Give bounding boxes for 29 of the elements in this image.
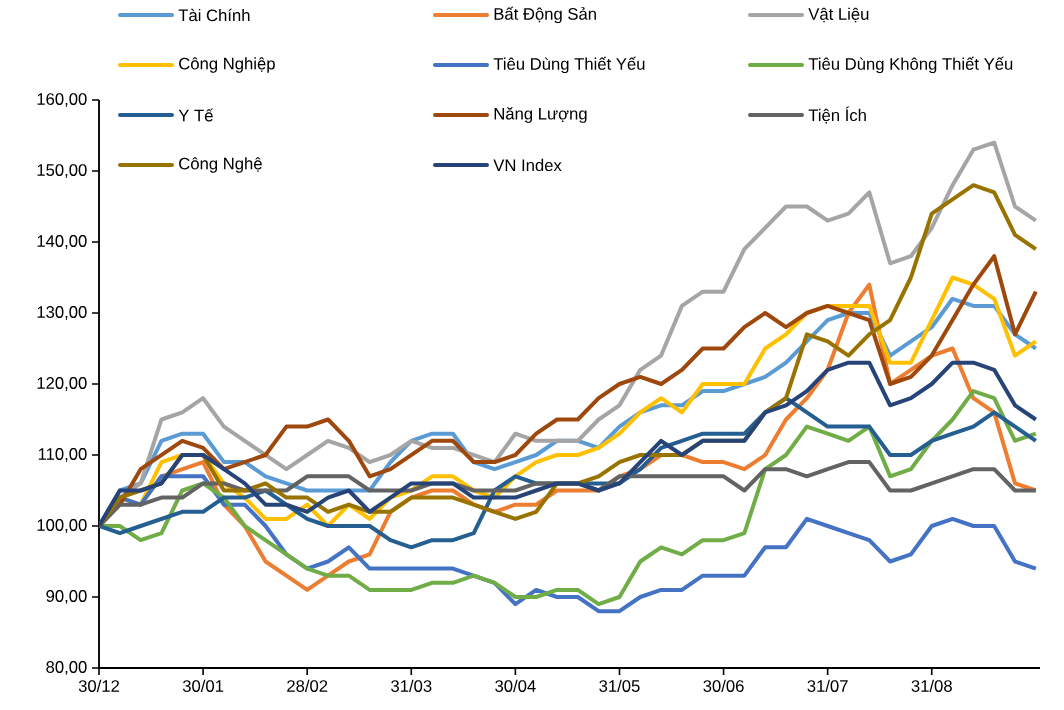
x-tick-label: 30/06 bbox=[703, 679, 744, 692]
x-tick-label: 31/03 bbox=[391, 679, 432, 692]
legend-label: VN Index bbox=[493, 158, 562, 172]
x-tick-label: 30/04 bbox=[495, 679, 536, 692]
y-tick-label: 140,00 bbox=[37, 235, 87, 249]
y-tick-label: 160,00 bbox=[37, 93, 87, 107]
legend-label: Bất Động Sản bbox=[494, 6, 596, 24]
y-tick-label: 110,00 bbox=[38, 448, 87, 462]
legend-label: Tiêu Dùng Thiết Yếu bbox=[493, 56, 645, 74]
y-tick-label: 90,00 bbox=[46, 590, 87, 604]
legend-label: Công Nghệ bbox=[179, 157, 262, 173]
x-tick-label: 28/02 bbox=[287, 679, 328, 692]
x-tick-label: 31/07 bbox=[807, 679, 848, 692]
y-tick-label: 100,00 bbox=[37, 519, 87, 533]
x-tick-label: 31/05 bbox=[599, 679, 640, 692]
x-tick-label: 30/01 bbox=[182, 679, 224, 692]
legend-label: Vật Liệu bbox=[808, 7, 869, 23]
y-tick-label: 120,00 bbox=[37, 377, 87, 391]
legend-label: Tiện Ích bbox=[808, 106, 866, 124]
legend-label: Tài Chính bbox=[178, 8, 250, 22]
y-tick-label: 80,00 bbox=[46, 661, 87, 675]
x-tick-label: 31/08 bbox=[911, 679, 952, 692]
x-tick-label: 30/12 bbox=[78, 679, 120, 692]
legend-label: Y Tế bbox=[178, 108, 214, 122]
legend-label: Năng Lượng bbox=[494, 107, 587, 123]
y-tick-label: 150,00 bbox=[37, 164, 87, 178]
y-tick-label: 130,00 bbox=[37, 306, 87, 320]
legend-label: Tiêu Dùng Không Thiết Yếu bbox=[808, 56, 1013, 74]
legend-label: Công Nghiệp bbox=[179, 57, 275, 73]
